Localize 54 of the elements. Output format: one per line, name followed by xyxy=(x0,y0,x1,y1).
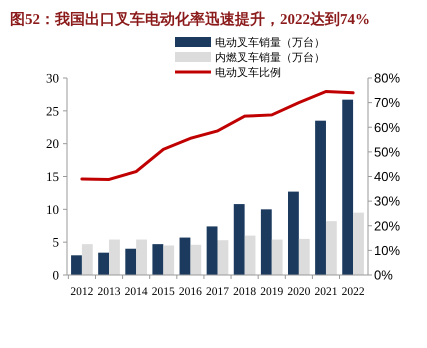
x-tick-label: 2019 xyxy=(260,286,284,298)
legend-label: 内燃叉车销量（万台） xyxy=(215,50,325,64)
y-tick-label: 0 xyxy=(52,268,59,283)
bar xyxy=(353,212,364,275)
x-tick-label: 2018 xyxy=(233,286,256,298)
x-tick-label: 2022 xyxy=(342,286,365,298)
x-tick-label: 2014 xyxy=(124,286,148,298)
bar xyxy=(190,244,202,275)
bar xyxy=(136,240,147,275)
x-tick-label: 2015 xyxy=(152,286,176,298)
chart-title: 图52：我国出口叉车电动化率迅速提升，2022达到74% xyxy=(10,10,370,28)
bar xyxy=(244,236,256,275)
bar xyxy=(288,192,299,275)
y2-tick-label: 60% xyxy=(374,120,400,135)
y2-tick-label: 20% xyxy=(374,218,400,234)
bar xyxy=(98,252,110,275)
bar xyxy=(71,255,82,275)
bar xyxy=(218,240,228,275)
y2-tick-label: 80% xyxy=(374,70,400,86)
legend-label: 电动叉车销量（万台） xyxy=(215,36,325,49)
bar xyxy=(109,240,120,275)
x-tick-label: 2013 xyxy=(98,286,121,298)
bar xyxy=(326,221,337,275)
y2-tick-label: 40% xyxy=(374,169,400,184)
x-tick-label: 2012 xyxy=(70,286,94,298)
y-tick-label: 25 xyxy=(46,103,59,118)
bar xyxy=(315,120,326,275)
line-series xyxy=(80,90,355,181)
x-tick-label: 2016 xyxy=(178,286,202,298)
bar xyxy=(163,245,174,275)
bar xyxy=(125,248,136,275)
bar xyxy=(272,240,283,275)
y2-tick-label: 0% xyxy=(374,268,394,283)
bar xyxy=(82,244,93,275)
bar xyxy=(152,244,164,275)
bar xyxy=(298,238,310,275)
x-tick-label: 2021 xyxy=(314,286,338,298)
y-tick-label: 15 xyxy=(46,169,59,184)
y2-tick-label: 10% xyxy=(374,242,400,258)
y-tick-label: 5 xyxy=(52,234,59,250)
bar xyxy=(260,209,272,275)
y-tick-label: 20 xyxy=(46,136,59,152)
bar xyxy=(206,226,218,275)
y2-tick-label: 30% xyxy=(374,194,400,209)
x-tick-label: 2017 xyxy=(206,286,230,298)
bar xyxy=(180,238,190,275)
y2-tick-label: 70% xyxy=(374,95,400,110)
bar xyxy=(234,204,245,275)
legend-label: 电动叉车比例 xyxy=(215,66,281,79)
y2-tick-label: 50% xyxy=(374,144,400,160)
x-tick-label: 2020 xyxy=(287,286,311,298)
bar xyxy=(342,100,354,275)
y-tick-label: 30 xyxy=(46,70,59,86)
y-tick-label: 10 xyxy=(46,202,59,217)
